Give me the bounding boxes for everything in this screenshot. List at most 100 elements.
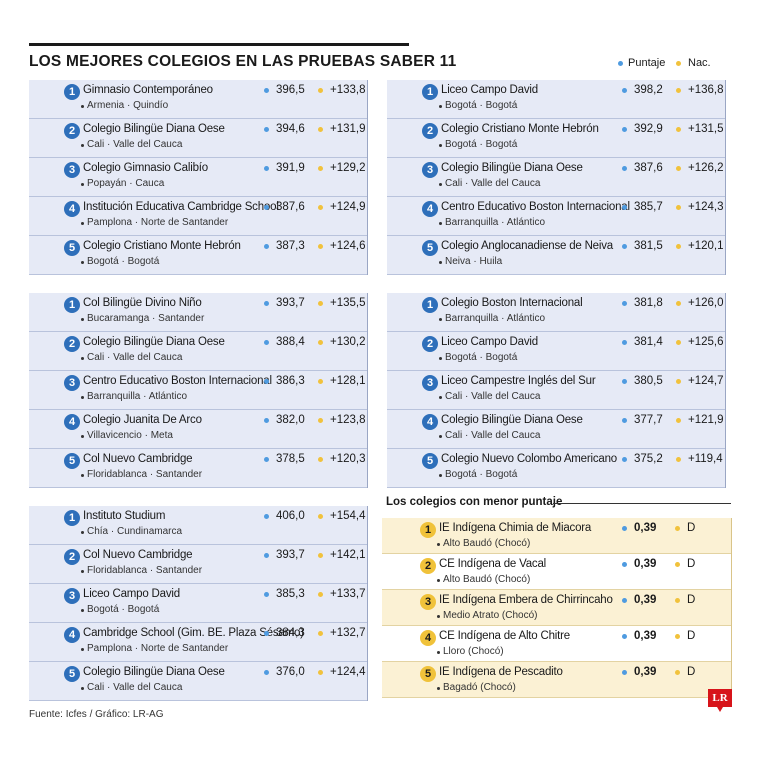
table-row: 1 Gimnasio Contemporáneo Armenia · Quindío… [29,80,367,119]
nac-dot [318,301,323,306]
school-name: Col Nuevo Cambridge [83,549,193,561]
rank-number: 1 [64,84,80,100]
nac-dot [675,526,680,531]
school-location: Barranquilla · Atlántico [87,391,188,402]
location-bullet [81,105,84,108]
legend-puntaje-dot [618,61,623,66]
puntaje-dot [264,631,269,636]
school-name: Colegio Anglocanadiense de Neiva [441,240,613,252]
school-location: Bogotá · Bogotá [445,100,518,111]
ranking-panel-2023: 20231Col Bilingüe Divino NiñoBucaramanga… [29,293,368,488]
school-name: Colegio Nuevo Colombo Americano [441,453,617,465]
nac-dot [676,127,681,132]
school-location: Cali · Valle del Cauca [87,352,183,363]
school-name: Colegio Juanita De Arco [83,414,202,426]
school-location: Floridablanca · Santander [87,565,203,576]
nac-dot [675,670,680,675]
puntaje-dot [622,598,627,603]
panel-edge [725,293,726,488]
nac-dot [318,379,323,384]
school-location: Alto Baudó (Chocó) [443,574,531,585]
nac-value: +154,4 [330,510,366,522]
nac-dot [676,166,681,171]
school-location: Lloro (Chocó) [443,646,504,657]
puntaje-value: 391,9 [276,162,305,174]
ranking-panel-2022: 20221Colegio Boston InternacionalBarranq… [387,293,726,488]
school-name: Colegio Bilingüe Diana Oese [83,336,225,348]
panel-edge [731,518,732,698]
panel-edge [367,293,368,488]
puntaje-value: 386,3 [276,375,305,387]
puntaje-value: 381,5 [634,240,663,252]
puntaje-dot [264,166,269,171]
school-name: Colegio Bilingüe Diana Oese [83,123,225,135]
lowest-scores-rule [553,503,731,504]
school-location: Villavicencio · Meta [87,430,173,441]
school-name: Cambridge School (Gim. BE. Plaza Sésamo) [83,627,304,639]
table-row: 1 Col Bilingüe Divino Niño Bucaramanga · S… [29,293,367,332]
location-bullet [439,222,442,225]
puntaje-dot [264,340,269,345]
table-row: 3 Liceo Campo David Bogotá · Bogotá 385,3 +1… [29,584,367,623]
school-location: Cali · Valle del Cauca [87,682,183,693]
nac-value: +142,1 [330,549,366,561]
puntaje-dot [622,457,627,462]
puntaje-value: 388,4 [276,336,305,348]
table-row: 3 Colegio Bilingüe Diana Oese Cali · Valle… [387,158,725,197]
nac-dot [676,88,681,93]
nac-dot [675,634,680,639]
nac-value: +125,6 [688,336,724,348]
school-location: Bogotá · Bogotá [445,139,518,150]
location-bullet [81,474,84,477]
location-bullet [437,687,440,690]
puntaje-dot [622,418,627,423]
nac-value: +129,2 [330,162,366,174]
nac-value: +121,9 [688,414,724,426]
nac-dot [675,598,680,603]
puntaje-value: 382,0 [276,414,305,426]
nac-dot [675,562,680,567]
school-name: Liceo Campo David [441,336,538,348]
rank-number: 2 [420,558,436,574]
puntaje-dot [264,418,269,423]
location-bullet [81,396,84,399]
rank-number: 5 [64,666,80,682]
table-row: 2 Colegio Bilingüe Diana Oese Cali · Valle… [29,332,367,371]
nac-dot [318,514,323,519]
rank-number: 1 [64,297,80,313]
puntaje-dot [264,670,269,675]
puntaje-dot [622,340,627,345]
table-row: 5 Colegio Anglocanadiense de Neiva Neiva ·… [387,236,725,275]
puntaje-value: 387,3 [276,240,305,252]
location-bullet [81,435,84,438]
rank-number: 2 [64,336,80,352]
puntaje-value: 396,5 [276,84,305,96]
school-name: Liceo Campo David [441,84,538,96]
puntaje-value: 381,4 [634,336,663,348]
table-row: 3 IE Indígena Embera de Chirrincaho Medio … [382,590,731,626]
nac-value: D [687,666,696,678]
legend-nac-label: Nac. [688,57,711,69]
nac-value: +130,2 [330,336,366,348]
nac-value: +133,8 [330,84,366,96]
school-name: Colegio Gimnasio Calibío [83,162,208,174]
school-location: Popayán · Cauca [87,178,165,189]
panel-edge [367,80,368,275]
nac-value: +119,4 [688,453,723,465]
puntaje-dot [622,562,627,567]
source-note: Fuente: Icfes / Gráfico: LR-AG [29,709,164,720]
location-bullet [81,570,84,573]
puntaje-dot [264,301,269,306]
nac-value: +120,3 [330,453,366,465]
nac-value: +132,7 [330,627,366,639]
nac-dot [318,244,323,249]
school-name: Colegio Bilingüe Diana Oese [441,414,583,426]
location-bullet [439,318,442,321]
location-bullet [81,531,84,534]
school-location: Cali · Valle del Cauca [445,430,541,441]
school-location: Bogotá · Bogotá [87,256,160,267]
school-name: Colegio Cristiano Monte Hebrón [441,123,599,135]
rank-number: 2 [422,123,438,139]
